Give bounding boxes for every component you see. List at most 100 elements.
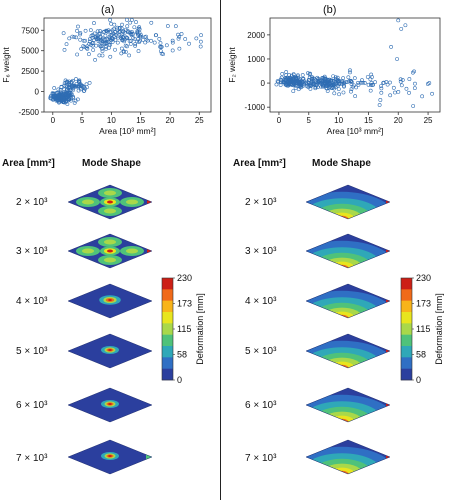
chart-a-data-point [88, 28, 93, 33]
chart-b-data-point [389, 45, 393, 49]
chart-a-data-point [119, 46, 124, 51]
chart-a-data-point [61, 31, 66, 36]
chart-a-data-point [99, 44, 104, 48]
chart-b-data-point [300, 73, 305, 77]
chart-b-data-point [379, 86, 384, 91]
area-label-b-6: 7 × 10³ [245, 453, 277, 464]
chart-b-data-point [412, 86, 417, 91]
scatter-chart-a: 0 5 10 15 20 25 -2500 0 2500 5000 7500 Area [10³ mm… [1, 17, 212, 136]
chart-a-data-point [75, 52, 80, 57]
colorbar-a-tick-label: 0 [177, 375, 182, 385]
chart-a-data-point [48, 96, 53, 101]
chart-a-data-point [107, 45, 111, 50]
chart-b-data-point [336, 87, 341, 91]
colorbar-b-swatch [401, 368, 412, 381]
chart-b-data-point [377, 103, 382, 107]
chart-b-data-point [333, 78, 338, 83]
chart-b-xtick-label: 0 [277, 116, 282, 125]
chart-a-data-point [92, 21, 96, 25]
plate-b-mode-shape-5 [305, 387, 391, 423]
chart-a-data-point [87, 52, 91, 57]
chart-a-data-point [72, 35, 77, 39]
chart-a-data-point [67, 36, 72, 41]
chart-b-data-point [295, 84, 300, 88]
chart-b-data-point [368, 83, 373, 87]
chart-a-data-point [170, 48, 175, 53]
chart-a-data-point [112, 22, 117, 27]
chart-b-data-point [287, 76, 292, 81]
chart-a-data-point [52, 86, 57, 90]
chart-a-data-point [78, 87, 83, 92]
chart-b-data-point [323, 76, 328, 81]
chart-a-data-point [70, 78, 75, 83]
chart-a-data-point [173, 24, 178, 29]
area-label-b-3: 4 × 10³ [245, 296, 277, 307]
chart-b-data-point [280, 72, 285, 76]
chart-b-data-point [352, 76, 357, 81]
chart-a-data-point [93, 35, 98, 39]
chart-b-data-point [373, 80, 377, 85]
chart-a-data-point [176, 36, 181, 41]
chart-b-data-point [346, 75, 351, 80]
chart-a-ytick-label: 2500 [21, 67, 39, 76]
chart-b-data-point [340, 82, 345, 86]
chart-a-data-point [133, 44, 138, 48]
chart-b-data-point [395, 57, 399, 61]
chart-b-data-point [379, 84, 383, 89]
colorbar-a-label: Deformation [mm] [195, 293, 205, 365]
chart-b-data-point [396, 90, 401, 94]
chart-b-data-point [399, 83, 404, 88]
chart-a-data-point [137, 25, 142, 30]
chart-b-data-point [298, 85, 303, 90]
chart-b-data-point [310, 75, 314, 80]
chart-b-data-point [297, 79, 301, 84]
chart-a-data-point [123, 49, 128, 54]
chart-a-ytick-label: 0 [35, 88, 40, 97]
chart-b-data-point [324, 84, 329, 89]
chart-b-data-point [283, 76, 288, 80]
chart-b-data-point [365, 75, 370, 79]
chart-a-data-point [139, 34, 143, 39]
chart-b-data-point [306, 71, 310, 76]
chart-b-data-point [313, 86, 318, 91]
chart-a-data-point [67, 84, 72, 89]
chart-a-data-point [136, 49, 141, 53]
plate-a-mode-shape-4 [67, 333, 153, 369]
chart-a-xlabel: Area [10³ mm²] [99, 126, 156, 136]
chart-a-xtick-label: 5 [80, 116, 85, 125]
chart-a-data-point [158, 41, 163, 45]
chart-b-data-point [363, 81, 367, 85]
chart-a-data-point [93, 57, 97, 62]
chart-a-ytick-label: 7500 [21, 26, 39, 35]
colorbar-a-swatch [162, 346, 173, 358]
chart-b-ytick-label: 0 [261, 79, 266, 88]
chart-b-data-point [291, 89, 296, 93]
chart-b-data-point [407, 90, 411, 95]
chart-a-data-point [77, 78, 82, 83]
chart-a-data-point [127, 39, 132, 43]
chart-b-data-point [379, 90, 384, 95]
chart-a-data-point [59, 92, 63, 97]
chart-a-data-point [97, 43, 102, 48]
chart-a-data-point [153, 33, 158, 38]
chart-a-data-point [127, 53, 131, 58]
chart-b-data-point [295, 74, 300, 79]
chart-a-data-point [62, 47, 67, 52]
chart-b-xtick-label: 20 [394, 116, 403, 125]
chart-a-data-point [78, 31, 83, 35]
area-label-b-1: 2 × 10³ [245, 197, 277, 208]
chart-b-plot-frame [269, 17, 441, 113]
chart-a-data-point [58, 88, 63, 93]
chart-a-data-point [125, 24, 130, 29]
chart-b-data-point [403, 23, 408, 28]
chart-a-data-point [158, 44, 162, 49]
chart-a-data-point [62, 87, 67, 92]
chart-b-data-point [278, 83, 283, 87]
chart-b-data-point [369, 72, 374, 77]
chart-a-data-point [103, 33, 108, 38]
colorbar-b-swatch [401, 323, 412, 335]
area-label-b-5: 6 × 10³ [245, 400, 277, 411]
chart-b-data-point [307, 75, 312, 80]
chart-b-data-point [391, 85, 396, 90]
chart-a-data-point [104, 40, 109, 45]
